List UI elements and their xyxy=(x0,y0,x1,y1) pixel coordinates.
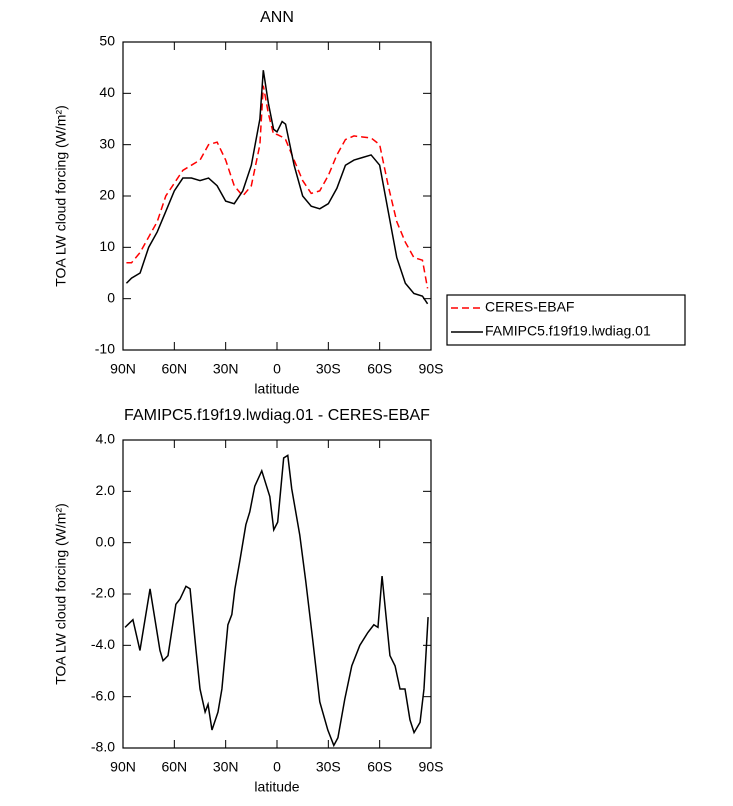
x-tick-label: 90S xyxy=(419,759,444,775)
y-tick-label: 4.0 xyxy=(96,431,116,447)
y-tick-label: -6.0 xyxy=(91,687,115,703)
x-tick-label: 0 xyxy=(273,759,281,775)
series-line xyxy=(125,70,429,305)
y-tick-label: 20 xyxy=(99,187,115,203)
x-tick-label: 60S xyxy=(367,361,392,377)
y-tick-label: 30 xyxy=(99,135,115,151)
y-tick-label: 40 xyxy=(99,84,115,100)
chart-title: ANN xyxy=(260,9,294,26)
x-tick-label: 30N xyxy=(213,361,239,377)
x-tick-label: 30S xyxy=(316,361,341,377)
y-axis-label: TOA LW cloud forcing (W/m²) xyxy=(53,503,69,685)
x-tick-label: 90N xyxy=(110,361,136,377)
series-line xyxy=(124,454,429,748)
x-tick-label: 90N xyxy=(110,759,136,775)
x-axis-label: latitude xyxy=(254,381,299,397)
y-axis-label: TOA LW cloud forcing (W/m²) xyxy=(53,105,69,287)
x-axis-label: latitude xyxy=(254,779,299,795)
y-tick-label: 10 xyxy=(99,238,115,254)
x-tick-label: 60N xyxy=(161,759,187,775)
x-tick-label: 0 xyxy=(273,361,281,377)
legend-label: CERES-EBAF xyxy=(485,299,574,315)
plot-frame xyxy=(122,439,432,749)
y-tick-label: -4.0 xyxy=(91,636,115,652)
x-tick-label: 60N xyxy=(161,361,187,377)
y-tick-label: 2.0 xyxy=(96,482,116,498)
chart-title: FAMIPC5.f19f19.lwdiag.01 - CERES-EBAF xyxy=(124,407,430,424)
x-tick-label: 30S xyxy=(316,759,341,775)
y-tick-label: 0 xyxy=(107,289,115,305)
y-tick-label: -2.0 xyxy=(91,585,115,601)
y-tick-label: 50 xyxy=(99,33,115,49)
y-tick-label: 0.0 xyxy=(96,533,116,549)
legend-box xyxy=(446,294,686,346)
x-tick-label: 60S xyxy=(367,759,392,775)
x-tick-label: 30N xyxy=(213,759,239,775)
y-tick-label: -10 xyxy=(95,341,115,357)
x-tick-label: 90S xyxy=(419,361,444,377)
series-line xyxy=(126,85,429,289)
y-tick-label: -8.0 xyxy=(91,739,115,755)
legend-label: FAMIPC5.f19f19.lwdiag.01 xyxy=(485,323,651,339)
